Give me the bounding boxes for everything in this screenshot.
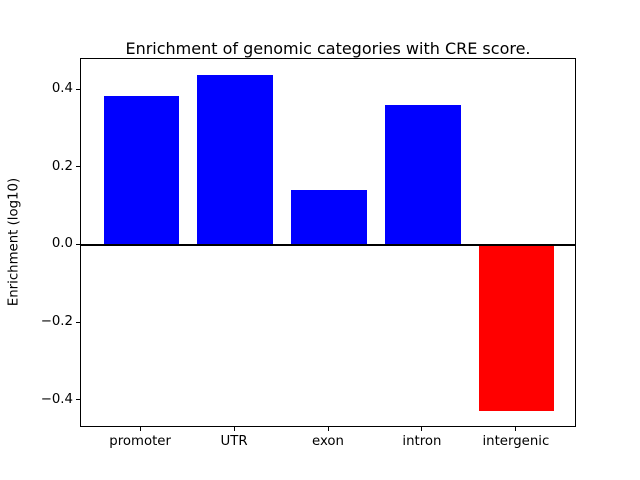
y-tick-label: 0.4 xyxy=(51,81,73,97)
y-tick-label: −0.4 xyxy=(40,391,73,407)
y-tick-label: −0.2 xyxy=(40,314,73,330)
x-tick-mark xyxy=(327,427,329,431)
y-tick-mark xyxy=(76,166,80,168)
x-tick-mark xyxy=(421,427,423,431)
y-tick-mark xyxy=(76,243,80,245)
bar-UTR xyxy=(197,74,273,246)
zero-line xyxy=(81,244,575,247)
plot-area xyxy=(80,58,576,427)
y-tick-mark xyxy=(76,399,80,401)
x-tick-mark xyxy=(139,427,141,431)
y-tick-label: 0.0 xyxy=(51,236,73,252)
x-tick-label-promoter: promoter xyxy=(109,434,171,449)
bar-exon xyxy=(291,189,367,246)
y-tick-label: 0.2 xyxy=(51,158,73,174)
x-tick-label-exon: exon xyxy=(312,434,344,449)
x-tick-label-intergenic: intergenic xyxy=(482,434,550,449)
x-tick-label-UTR: UTR xyxy=(220,434,248,449)
bar-intron xyxy=(385,105,461,246)
bar-intergenic xyxy=(479,245,555,411)
chart-title: Enrichment of genomic categories with CR… xyxy=(125,39,531,58)
bar-promoter xyxy=(103,95,179,246)
x-tick-mark xyxy=(233,427,235,431)
y-tick-mark xyxy=(76,321,80,323)
x-tick-mark xyxy=(515,427,517,431)
x-tick-label-intron: intron xyxy=(402,434,442,449)
y-tick-mark xyxy=(76,88,80,90)
